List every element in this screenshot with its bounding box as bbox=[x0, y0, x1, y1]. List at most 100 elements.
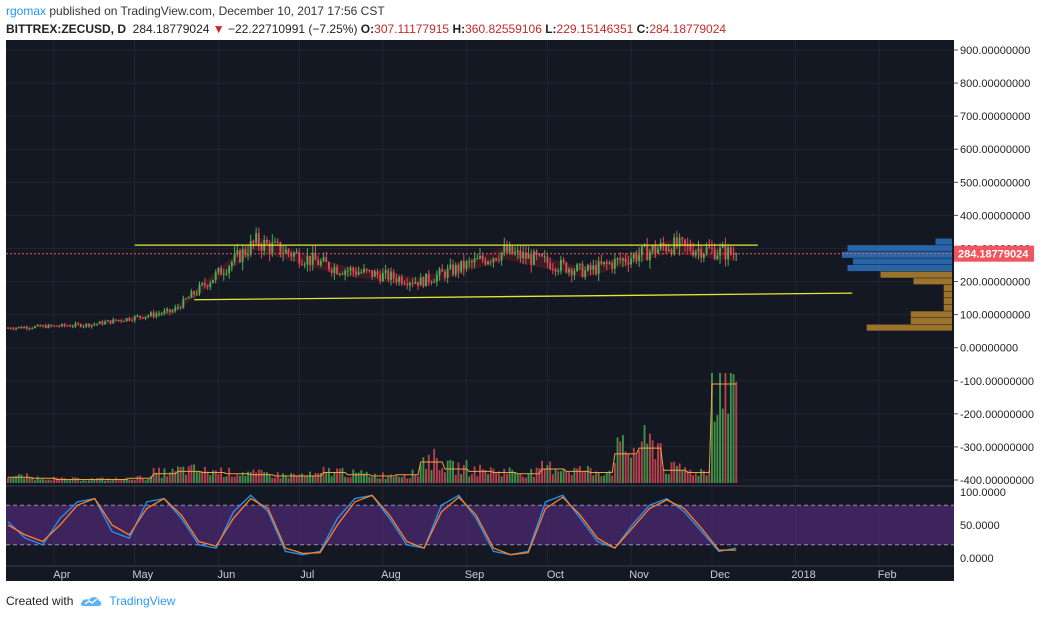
candle-body bbox=[551, 269, 554, 271]
candle-body bbox=[532, 251, 535, 265]
candle-body bbox=[473, 258, 476, 263]
candle-body bbox=[613, 259, 616, 269]
stochastic-panel bbox=[6, 485, 954, 556]
volume-bar bbox=[640, 441, 643, 483]
volume-bar bbox=[732, 374, 735, 483]
candle-body bbox=[408, 282, 411, 286]
candle-body bbox=[616, 258, 619, 260]
chart-area[interactable]: 900.00000000 800.00000000 700.00000000 600.… bbox=[0, 40, 1046, 585]
candle-body bbox=[354, 271, 357, 275]
candle-body bbox=[584, 270, 587, 277]
candle-body bbox=[233, 253, 236, 263]
volume-bar bbox=[368, 476, 371, 483]
plot-background bbox=[6, 40, 954, 581]
candle-body bbox=[131, 320, 134, 322]
candle-body bbox=[443, 271, 446, 278]
volume-profile-row bbox=[853, 258, 952, 265]
volume-bar bbox=[422, 457, 425, 483]
volume-bar bbox=[147, 478, 150, 483]
volume-bar bbox=[479, 464, 481, 483]
volume-bar bbox=[349, 477, 352, 483]
volume-bar bbox=[495, 473, 498, 483]
volume-bar bbox=[441, 467, 444, 483]
x-tick-label: May bbox=[132, 569, 153, 581]
volume-bar bbox=[727, 413, 730, 483]
volume-bar bbox=[468, 476, 471, 483]
x-tick-label: 2018 bbox=[791, 569, 815, 581]
candle-body bbox=[239, 250, 241, 263]
volume-bar bbox=[20, 474, 23, 483]
candle-body bbox=[530, 254, 533, 265]
symbol-name[interactable]: BITTREX:ZECUSD, D bbox=[6, 22, 126, 36]
volume-bar bbox=[611, 475, 614, 483]
candle-body bbox=[368, 269, 371, 271]
candle-body bbox=[659, 242, 662, 249]
candle-body bbox=[608, 262, 611, 264]
volume-bar bbox=[554, 469, 557, 483]
volume-bar bbox=[414, 475, 417, 483]
volume-bar bbox=[171, 468, 174, 483]
volume-bar bbox=[322, 466, 325, 483]
volume-bar bbox=[114, 477, 117, 483]
volume-bar bbox=[395, 475, 398, 483]
volume-bar bbox=[17, 474, 20, 483]
y-tick-label: -300.00000000 bbox=[960, 442, 1034, 454]
author-link[interactable]: rgomax bbox=[6, 4, 47, 18]
candle-body bbox=[630, 258, 632, 265]
volume-bar bbox=[233, 476, 236, 483]
candle-body bbox=[47, 324, 50, 328]
candle-body bbox=[457, 264, 460, 272]
volume-bar bbox=[187, 466, 190, 483]
volume-bar bbox=[333, 473, 336, 483]
candle-body bbox=[449, 264, 452, 269]
volume-bar bbox=[31, 477, 34, 483]
candle-body bbox=[322, 257, 325, 262]
candlesticks bbox=[7, 227, 738, 331]
volume-bar bbox=[352, 469, 355, 483]
candle-body bbox=[363, 268, 365, 273]
trendline-support[interactable] bbox=[194, 292, 853, 301]
volume-profile-row bbox=[943, 291, 952, 298]
volume-bar bbox=[506, 474, 508, 483]
y-tick-label: 400.00000000 bbox=[960, 210, 1030, 222]
candle-body bbox=[287, 249, 290, 254]
trendlines[interactable] bbox=[134, 244, 853, 301]
volume-bar bbox=[622, 435, 624, 483]
candle-body bbox=[727, 247, 730, 260]
volume-bar bbox=[150, 476, 152, 483]
volume-bar bbox=[190, 464, 193, 483]
last-price-tag-label: 284.18779024 bbox=[958, 249, 1029, 261]
y-tick-label: 100.00000000 bbox=[960, 310, 1030, 322]
volume-bar bbox=[201, 471, 204, 483]
y-tick-label: 0.00000000 bbox=[960, 343, 1018, 355]
tradingview-link[interactable]: TradingView bbox=[109, 594, 176, 608]
candle-body bbox=[470, 261, 473, 263]
volume-bar bbox=[665, 473, 668, 483]
candle-body bbox=[7, 327, 9, 329]
candle-body bbox=[128, 318, 131, 321]
volume-bar bbox=[379, 478, 382, 483]
volume-bar bbox=[403, 474, 406, 483]
volume-bar bbox=[112, 478, 115, 483]
x-axis-labels: Apr May Jun Jul Aug Sep Oct Nov Dec 2018 Feb bbox=[6, 565, 954, 581]
volume-bar bbox=[236, 474, 239, 483]
volume-bar bbox=[9, 478, 12, 483]
candle-body bbox=[435, 274, 438, 282]
candle-body bbox=[338, 273, 341, 275]
candle-body bbox=[217, 267, 220, 273]
candle-body bbox=[390, 271, 392, 280]
candle-body bbox=[576, 264, 579, 272]
candle-body bbox=[692, 250, 695, 256]
volume-bar bbox=[371, 477, 374, 483]
volume-bar bbox=[406, 478, 409, 483]
candle-body bbox=[90, 324, 93, 327]
candle-body bbox=[279, 241, 282, 255]
volume-profile-row bbox=[943, 304, 952, 311]
candle-body bbox=[228, 266, 231, 274]
volume-bar bbox=[106, 478, 109, 483]
candle-body bbox=[15, 327, 18, 330]
x-tick-label: Jul bbox=[300, 569, 314, 581]
volume-bar bbox=[203, 466, 206, 483]
volume-bar bbox=[212, 470, 214, 483]
candle-body bbox=[662, 242, 665, 247]
